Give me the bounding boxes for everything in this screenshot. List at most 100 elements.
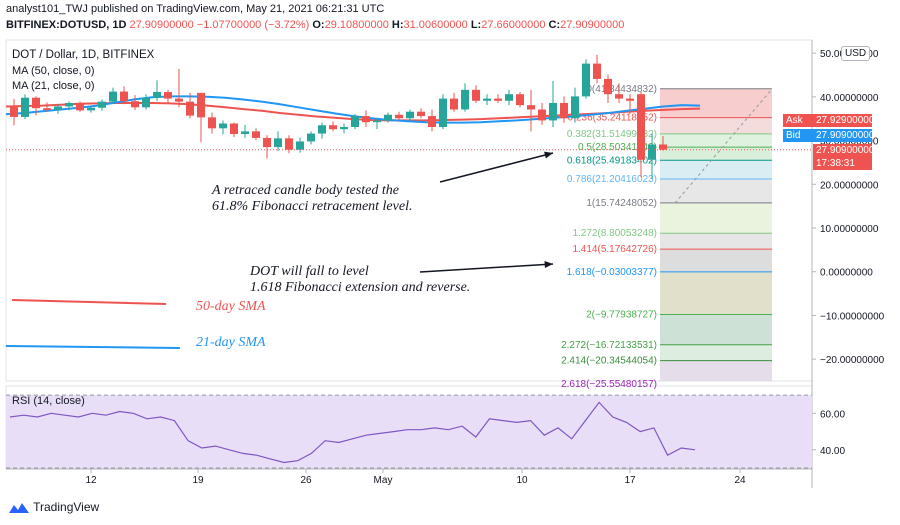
fib-level-label: 0.382(31.51499482) [567, 129, 657, 140]
candle-body [120, 91, 128, 102]
candle-body [417, 111, 425, 117]
candle-body [439, 98, 447, 127]
candle-body [65, 102, 73, 107]
fib-zone [660, 271, 772, 315]
annotation-arrow-extension [419, 263, 554, 273]
candle-body [560, 102, 568, 119]
annotation-retracement-line1: A retraced candle body tested the [212, 183, 399, 198]
y-axis-tick-label: 30.00000000 [820, 137, 879, 148]
candle-body [263, 137, 271, 148]
candle-body [494, 98, 502, 101]
y-axis-tick-label: −20.00000000 [820, 355, 885, 366]
candle-body [538, 109, 546, 121]
candle-body [527, 105, 535, 110]
candle-body [549, 102, 557, 121]
candle-body [230, 123, 238, 134]
bid-price-tag: 27.90900000 [813, 129, 874, 142]
candle-body [373, 120, 381, 123]
close-label: C: [548, 19, 561, 31]
annotation-arrow-retracement-head [544, 151, 553, 159]
currency-badge[interactable]: USD [841, 46, 871, 61]
candle-body [43, 108, 51, 110]
fib-zone [660, 88, 772, 118]
close-value: 27.90900000 [560, 19, 625, 31]
chart-frame[interactable]: 50.0000000040.0000000030.0000000020.0000… [0, 36, 900, 525]
fib-zone [660, 160, 772, 180]
candle-body [505, 94, 513, 101]
rsi-axis-tick-label: 60.00 [820, 409, 845, 420]
candle-body [109, 91, 117, 102]
sma21-annotation: 21-day SMA [196, 335, 266, 350]
sma50-annotation: 50-day SMA [196, 299, 266, 314]
y-axis-tick-label: 40.00000000 [820, 93, 879, 104]
candle-body [54, 106, 62, 110]
y-axis-tick-label: −10.00000000 [820, 311, 885, 322]
candle-body [153, 92, 161, 98]
y-axis-tick-label: 20.00000000 [820, 180, 879, 191]
candle-body [340, 126, 348, 130]
candle-body [285, 138, 293, 150]
high-label: H: [391, 19, 404, 31]
candle-body [450, 98, 458, 110]
fib-level-label: 2(−9.77938727) [586, 309, 657, 320]
candle-body [208, 117, 216, 129]
candle-body [241, 131, 249, 134]
candle-body [307, 133, 315, 142]
fib-zone [660, 360, 772, 381]
fib-level-label: 1.272(8.80053248) [572, 228, 657, 239]
candle-body [483, 98, 491, 101]
fib-zone [660, 249, 772, 272]
publisher-line: analyst101_TWJ published on TradingView.… [6, 3, 384, 15]
candle-body [615, 94, 623, 99]
fib-level-label: 2.272(−16.72133531) [561, 340, 657, 351]
candle-body [593, 63, 601, 79]
last-price: 27.90900000 [129, 19, 194, 31]
rsi-legend[interactable]: RSI (14, close) [12, 395, 85, 407]
candle-body [461, 89, 469, 110]
ask-price-tag: 27.92900000 [813, 114, 874, 127]
candle-body [384, 114, 392, 121]
fib-level-label: 2.414(−20.34544054) [561, 356, 657, 367]
x-axis-tick-label: 19 [192, 475, 204, 486]
countdown-tag: 17:38:31 [813, 157, 872, 170]
fib-zone [660, 147, 772, 161]
open-value: 29.10800000 [324, 19, 389, 31]
fib-level-label: 1(15.74248052) [586, 198, 657, 209]
candle-body [516, 94, 524, 106]
candle-body [428, 116, 436, 127]
candle-body [87, 107, 95, 111]
ma50-legend[interactable]: MA (50, close, 0) [12, 65, 95, 77]
symbol-ohlc-line: BITFINEX:DOTUSD, 1D 27.90900000 −1.07700… [6, 19, 624, 31]
candle-body [274, 138, 282, 148]
fib-zone [660, 314, 772, 345]
candle-body [395, 114, 403, 119]
candle-body [219, 123, 227, 129]
candle-body [296, 141, 304, 150]
annotation-arrow-extension-head [544, 260, 553, 268]
x-axis-tick-label: 12 [85, 475, 97, 486]
fib-zone [660, 233, 772, 250]
candle-body [582, 63, 590, 97]
x-axis-tick-label: 10 [516, 475, 528, 486]
candle-body [362, 116, 370, 123]
low-label: L: [470, 19, 482, 31]
candle-body [21, 97, 29, 117]
candle-body [637, 94, 645, 160]
price-chart[interactable]: 50.0000000040.0000000030.0000000020.0000… [0, 36, 900, 525]
x-axis-tick-label: 24 [734, 475, 746, 486]
fib-zone [660, 133, 772, 148]
annotation-extension-line2: 1.618 Fibonacci extension and reverse. [250, 280, 471, 295]
fib-level-label: 2.618(−25.55480157) [561, 379, 657, 390]
annotation-extension-line1: DOT will fall to level [250, 264, 369, 279]
candle-body [131, 101, 139, 108]
candle-body [351, 116, 359, 127]
fib-zone [660, 117, 772, 134]
candle-body [32, 97, 40, 109]
candle-body [76, 102, 84, 111]
fib-level-label: 0.618(25.49183402) [567, 155, 657, 166]
x-axis-tick-label: 17 [624, 475, 636, 486]
ma21-legend[interactable]: MA (21, close, 0) [12, 80, 95, 92]
candle-body [571, 96, 579, 119]
fib-level-label: 0(41.84434832) [586, 84, 657, 95]
high-value: 31.00600000 [403, 19, 468, 31]
